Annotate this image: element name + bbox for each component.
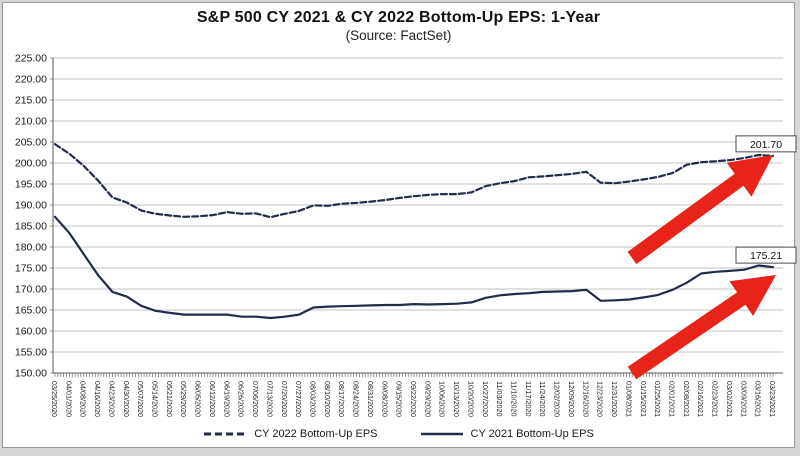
x-axis-label: 08/03/2020 (308, 381, 317, 417)
page-subtitle: (Source: FactSet) (345, 28, 452, 43)
x-axis-label: 04/08/2020 (79, 381, 88, 417)
x-axis-label: 02/23/2021 (711, 381, 720, 417)
series-line-cy2021 (53, 215, 775, 320)
x-axis-label: 08/31/2020 (366, 381, 375, 417)
y-axis-label: 190.00 (15, 200, 47, 212)
x-axis-label: 05/07/2020 (136, 381, 145, 417)
x-axis-label: 10/20/2020 (466, 381, 475, 417)
x-axis-label: 07/13/2020 (265, 381, 274, 417)
x-axis-label: 09/29/2020 (423, 381, 432, 417)
x-axis-label: 05/14/2020 (151, 381, 160, 417)
x-axis-label: 04/16/2020 (93, 381, 102, 417)
x-axis-label: 09/22/2020 (409, 381, 418, 417)
x-axis-label: 12/09/2020 (567, 381, 576, 417)
x-axis-label: 08/24/2020 (352, 381, 361, 417)
x-axis-label: 12/23/2020 (596, 381, 605, 417)
x-axis-label: 04/30/2020 (122, 381, 131, 417)
x-axis-label: 12/02/2020 (553, 381, 562, 417)
y-axis-label: 205.00 (15, 137, 47, 149)
chart-figure: S&P 500 CY 2021 & CY 2022 Bottom-Up EPS:… (2, 2, 797, 448)
x-axis-label: 11/03/2020 (495, 381, 504, 416)
x-axis-label: 10/13/2020 (452, 381, 461, 417)
solid-line-sample-icon (420, 432, 463, 436)
x-axis-label: 04/23/2020 (107, 381, 116, 417)
x-axis-label: 01/15/2021 (639, 381, 648, 417)
y-axis-label: 200.00 (15, 158, 47, 170)
x-axis-label: 05/21/2020 (165, 381, 174, 417)
legend: CY 2022 Bottom-Up EPS CY 2021 Bottom-Up … (3, 428, 794, 440)
x-axis-label: 10/06/2020 (438, 381, 447, 417)
y-axis-label: 170.00 (15, 284, 47, 296)
x-axis-label: 09/08/2020 (380, 381, 389, 417)
end-value-label-cy2022: 201.70 (750, 139, 782, 151)
x-axis-label: 10/27/2020 (481, 381, 490, 417)
x-axis-label: 12/31/2020 (610, 381, 619, 417)
legend-label: CY 2021 Bottom-Up EPS (470, 428, 594, 440)
series-line-cy2022 (53, 142, 775, 219)
x-axis-label: 03/16/2021 (754, 381, 763, 417)
x-axis-label: 06/26/2020 (237, 381, 246, 417)
x-axis-label: 03/23/2021 (768, 381, 777, 417)
x-axis-label: 06/05/2020 (194, 381, 203, 417)
x-axis-label: 07/06/2020 (251, 381, 260, 417)
y-axis-label: 220.00 (15, 74, 47, 86)
x-axis-label: 11/17/2020 (524, 381, 533, 416)
eps-line-chart: 225.00 220.00 215.00 210.00 205.00 200.00 195.… (15, 53, 797, 417)
x-axis-label: 08/17/2020 (337, 381, 346, 417)
x-axis-label: 02/08/2021 (682, 381, 691, 417)
x-axis-label: 08/10/2020 (323, 381, 332, 417)
x-axis-label: 07/27/2020 (294, 381, 303, 417)
x-axis-label: 01/08/2021 (624, 381, 633, 417)
x-axis-label: 04/01/2020 (64, 381, 73, 417)
y-axis-label: 175.00 (15, 263, 47, 275)
legend-item-cy2021-eps: CY 2021 Bottom-Up EPS (420, 428, 594, 440)
x-axis-label: 02/01/2021 (667, 381, 676, 417)
trend-arrow-cy2022 (627, 155, 773, 265)
y-axis-label: 150.00 (15, 368, 47, 380)
y-axis-label: 225.00 (15, 53, 47, 65)
dashed-line-sample-icon (204, 432, 247, 436)
x-axis-label: 07/20/2020 (280, 381, 289, 417)
x-axis-label: 09/15/2020 (395, 381, 404, 417)
y-axis-label: 165.00 (15, 305, 47, 317)
y-axis-label: 155.00 (15, 347, 47, 359)
x-axis-label: 12/16/2020 (581, 381, 590, 417)
x-axis-label: 03/02/2021 (725, 381, 734, 417)
y-axis-label: 160.00 (15, 326, 47, 338)
page-title: S&P 500 CY 2021 & CY 2022 Bottom-Up EPS:… (196, 9, 601, 26)
y-axis-label: 185.00 (15, 221, 47, 233)
legend-label: CY 2022 Bottom-Up EPS (254, 428, 378, 440)
x-axis-label: 11/24/2020 (538, 381, 547, 416)
y-axis-label: 180.00 (15, 242, 47, 254)
x-axis-label: 01/25/2021 (653, 381, 662, 417)
x-axis-label: 06/19/2020 (222, 381, 231, 417)
x-axis-label: 05/29/2020 (179, 381, 188, 417)
x-axis-label: 02/16/2021 (696, 381, 705, 417)
x-axis-label: 06/12/2020 (208, 381, 217, 417)
y-axis-label: 195.00 (15, 179, 47, 191)
legend-item-cy2022-eps: CY 2022 Bottom-Up EPS (203, 428, 378, 440)
y-axis-label: 210.00 (15, 116, 47, 128)
x-axis-label: 11/10/2020 (510, 381, 519, 416)
trend-arrow-cy2021 (627, 275, 776, 380)
end-value-label-cy2021: 175.21 (750, 250, 782, 262)
y-axis-label: 215.00 (15, 95, 47, 107)
x-axis-label: 03/25/2020 (50, 381, 59, 417)
x-axis-label: 03/09/2021 (739, 381, 748, 417)
end-value-box-cy2021 (735, 246, 797, 264)
end-value-box-cy2022 (735, 135, 797, 153)
